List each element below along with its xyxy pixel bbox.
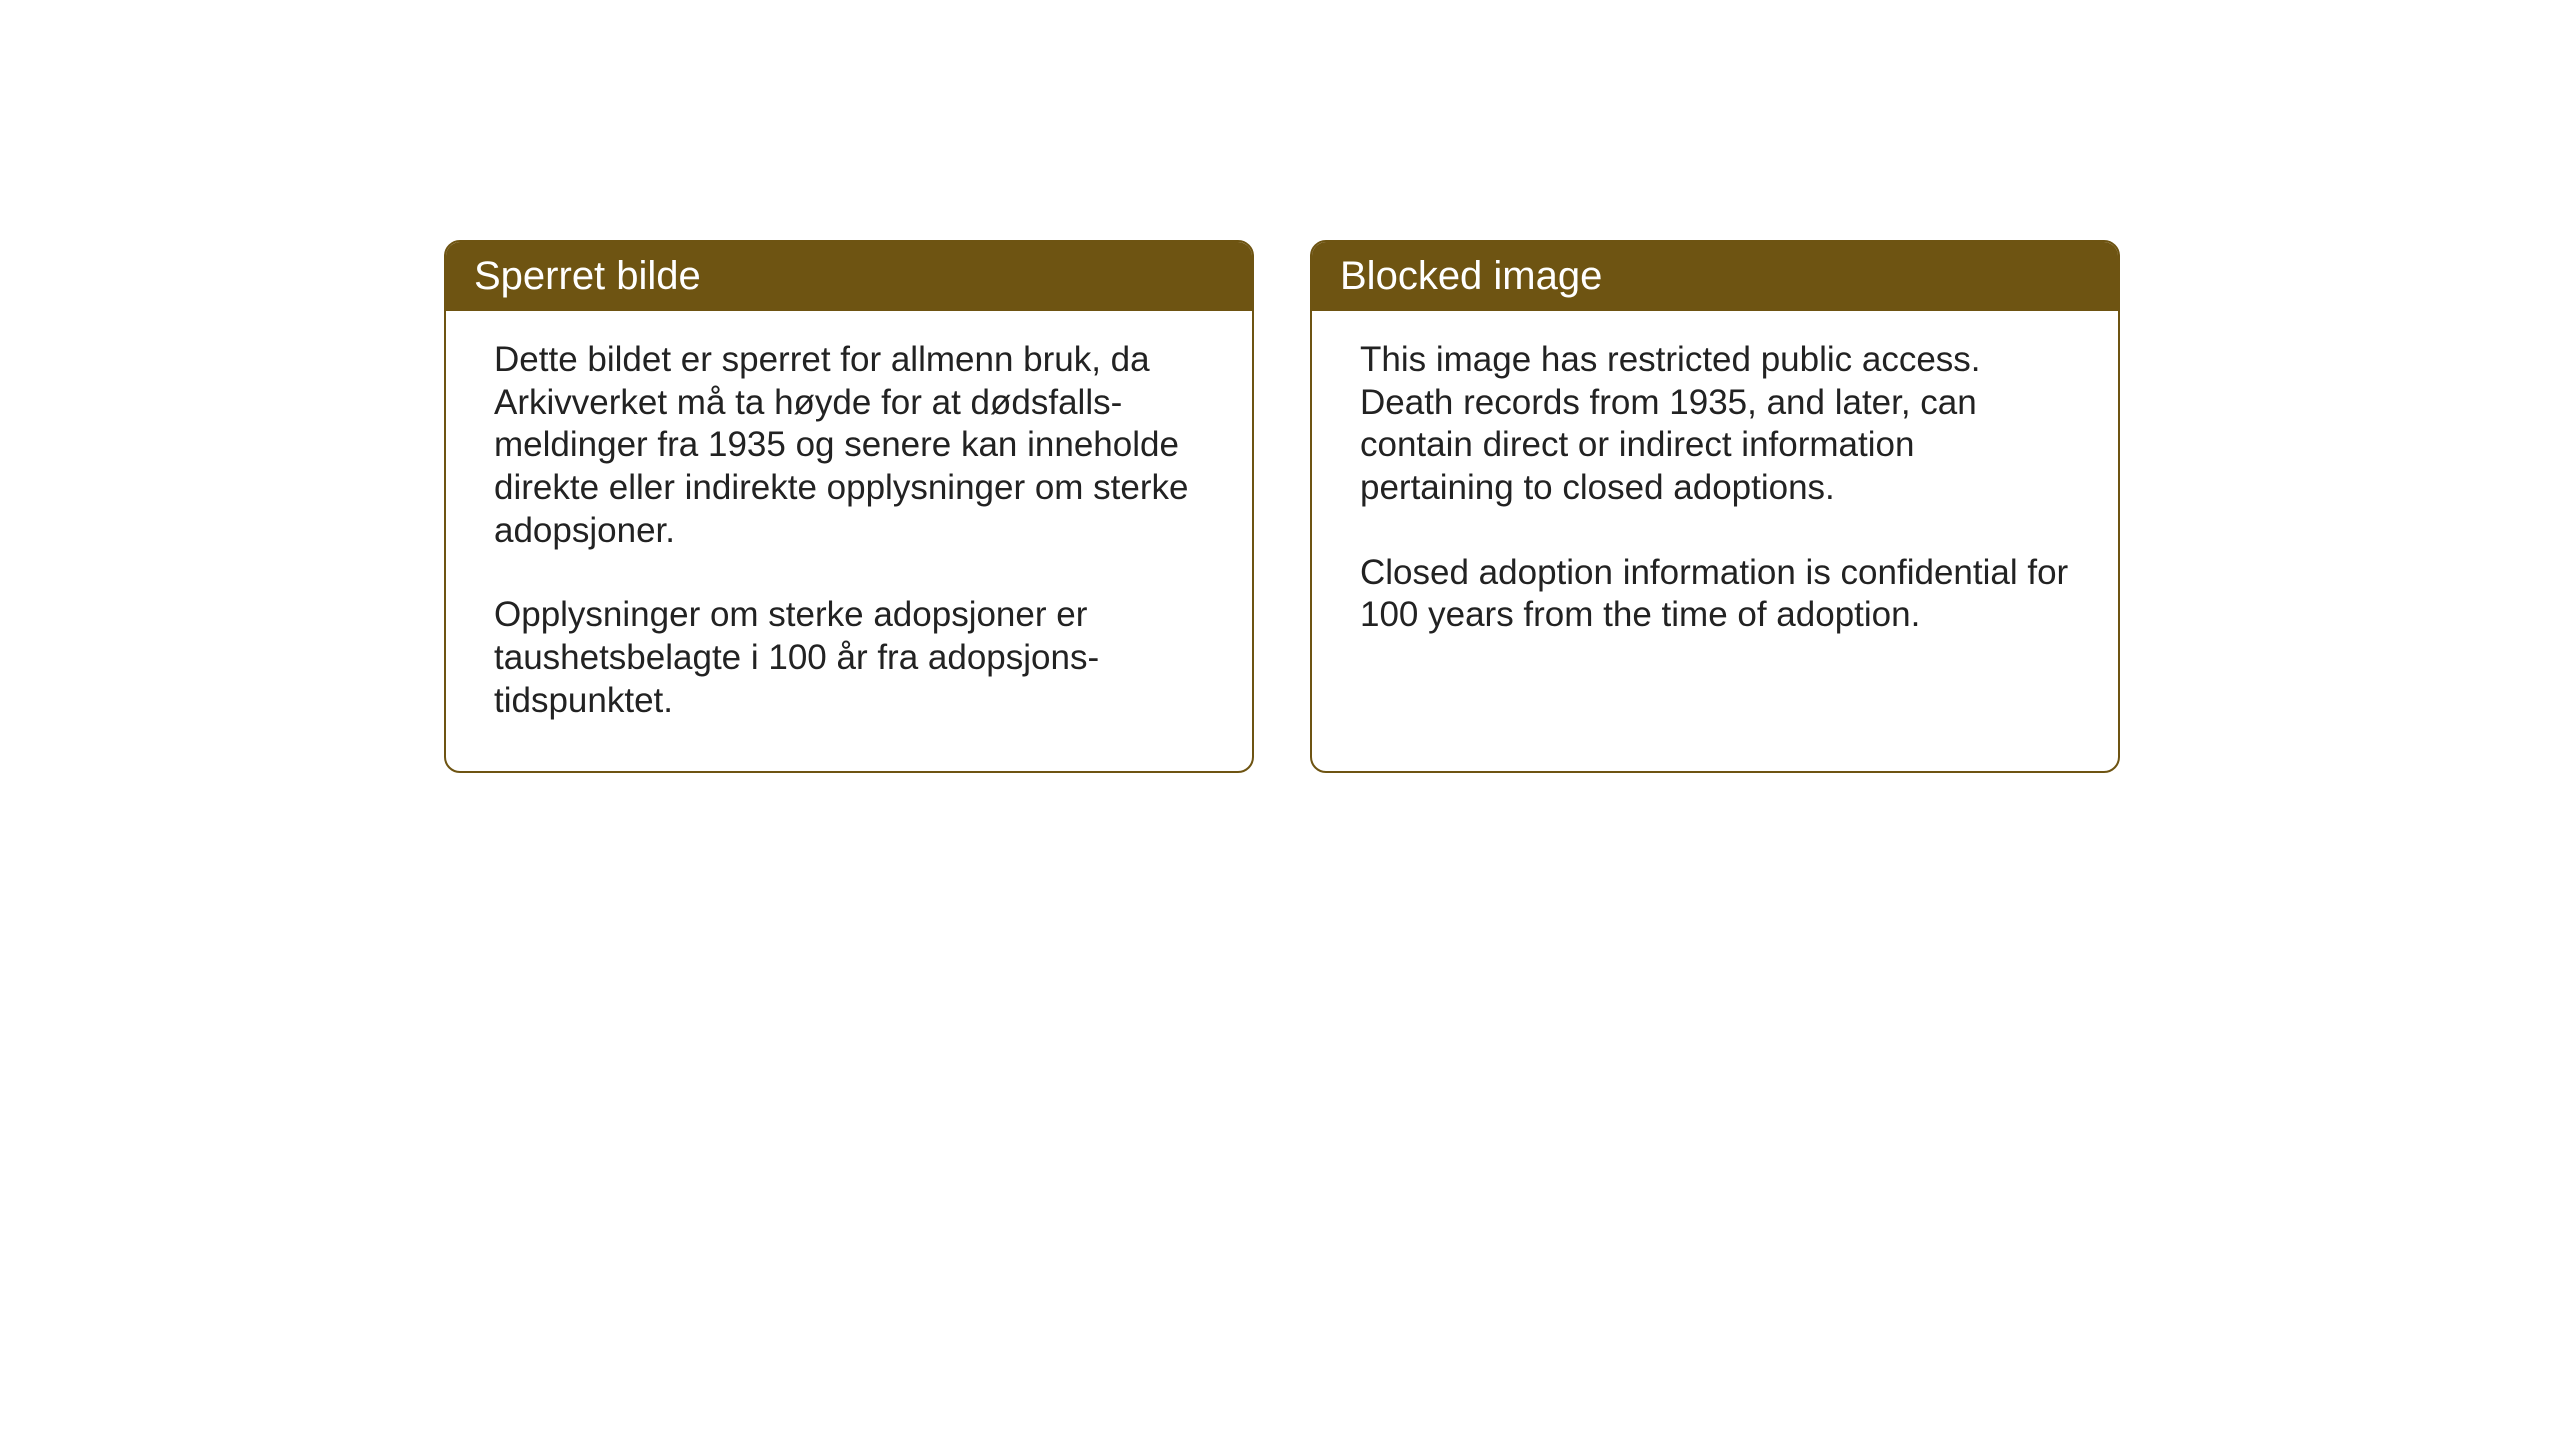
english-notice-title: Blocked image [1312,242,2118,311]
english-paragraph-2: Closed adoption information is confident… [1360,552,2070,637]
norwegian-notice-body: Dette bildet er sperret for allmenn bruk… [446,311,1252,771]
norwegian-notice-card: Sperret bilde Dette bildet er sperret fo… [444,240,1254,773]
english-paragraph-1: This image has restricted public access.… [1360,339,2070,510]
english-notice-card: Blocked image This image has restricted … [1310,240,2120,773]
norwegian-paragraph-1: Dette bildet er sperret for allmenn bruk… [494,339,1204,552]
norwegian-paragraph-2: Opplysninger om sterke adopsjoner er tau… [494,594,1204,722]
notice-container: Sperret bilde Dette bildet er sperret fo… [444,240,2120,773]
english-notice-body: This image has restricted public access.… [1312,311,2118,685]
norwegian-notice-title: Sperret bilde [446,242,1252,311]
